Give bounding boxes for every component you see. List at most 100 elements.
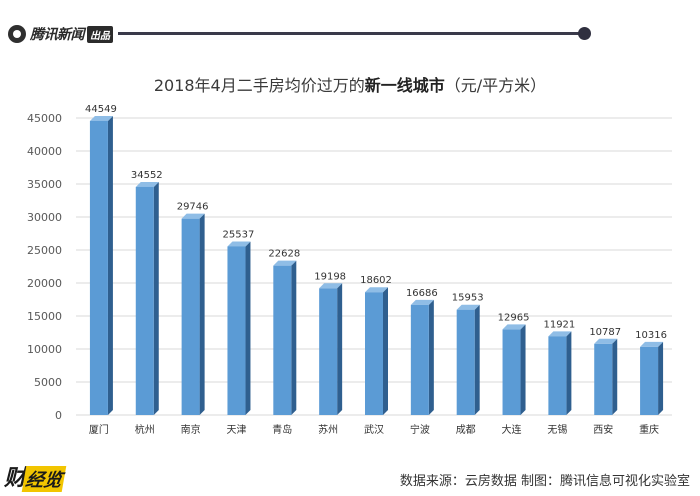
header: 腾讯新闻 出品 <box>0 0 700 64</box>
bar-value-label: 29746 <box>177 202 209 213</box>
bar-front <box>135 186 154 415</box>
bar-top <box>502 324 526 330</box>
bar-side <box>291 260 297 415</box>
bar-value-label: 22628 <box>268 249 300 260</box>
bar <box>410 299 434 415</box>
bar <box>181 213 205 415</box>
bar-top <box>640 341 664 347</box>
bar-top <box>456 304 480 310</box>
y-tick-label: 30000 <box>27 211 62 224</box>
footer-logo-accent: 经览 <box>21 466 67 492</box>
bar-front <box>181 218 200 415</box>
y-tick-label: 5000 <box>34 376 62 389</box>
bar-side <box>383 287 388 415</box>
tencent-news-logo-icon <box>8 25 26 43</box>
bar-top <box>89 115 113 121</box>
bar <box>640 341 664 415</box>
y-tick-label: 25000 <box>27 244 62 257</box>
bar <box>227 241 251 415</box>
bar-side <box>474 304 480 415</box>
bar-value-label: 16686 <box>406 288 438 299</box>
y-tick-label: 15000 <box>27 310 62 323</box>
bar <box>594 338 618 415</box>
bar-front <box>410 304 429 415</box>
y-tick-label: 45000 <box>27 112 62 125</box>
chart-title-suffix: （元/平方米） <box>444 76 547 95</box>
bar <box>273 260 297 415</box>
x-category-label: 青岛 <box>272 423 292 436</box>
bar-front <box>273 265 292 415</box>
bar-value-label: 18602 <box>360 275 392 286</box>
bar-value-label: 10787 <box>589 327 621 338</box>
x-category-label: 西安 <box>593 423 613 436</box>
grid-layer <box>76 117 672 416</box>
bar-top <box>135 181 159 187</box>
bar-front <box>227 246 246 415</box>
x-category-label: 武汉 <box>364 423 384 436</box>
bar-side <box>199 213 205 415</box>
x-category-label: 杭州 <box>135 423 155 436</box>
bar-top <box>273 260 297 266</box>
bar-top <box>181 213 205 219</box>
bars <box>89 115 664 416</box>
y-tick-label: 35000 <box>27 178 62 191</box>
footer-logo-main: 财 <box>4 466 27 491</box>
x-category-label: 厦门 <box>89 423 109 436</box>
y-tick-label: 40000 <box>27 145 62 158</box>
bar-front <box>319 288 338 415</box>
tencent-news-logo: 腾讯新闻 出品 <box>8 22 113 46</box>
bar-side <box>658 341 664 415</box>
bar-front <box>456 309 475 415</box>
bar-value-label: 44549 <box>85 104 117 115</box>
chart-title-bold: 新一线城市 <box>364 76 445 95</box>
bar-top <box>594 338 618 344</box>
x-category-label: 南京 <box>181 423 201 436</box>
x-category-label: 无锡 <box>547 423 567 436</box>
bar-side <box>612 338 618 415</box>
bar-top <box>410 299 434 305</box>
bar-front <box>89 120 108 416</box>
bar <box>548 331 572 415</box>
x-category-label: 大连 <box>502 423 522 436</box>
x-category-label: 成都 <box>456 424 476 436</box>
bar-front <box>640 346 659 415</box>
bar-value-label: 25537 <box>223 229 255 240</box>
y-tick-label: 10000 <box>27 343 62 356</box>
bar-value-label: 11921 <box>543 319 575 330</box>
caijinglan-logo: 财 经览 <box>4 460 67 492</box>
chart-title-prefix: 2018年4月二手房均价过万的 <box>153 76 365 95</box>
x-category-label: 天津 <box>226 424 246 436</box>
bar-chart: 0 5000 10000 15000 20000 25000 30000 35000 40000… <box>27 104 672 436</box>
bar-side <box>428 299 434 415</box>
bar-side <box>107 115 113 416</box>
bar-front <box>502 329 521 415</box>
x-category-label: 宁波 <box>410 423 430 436</box>
x-category-label: 重庆 <box>639 423 659 436</box>
bar-front <box>365 292 383 415</box>
bar-value-label: 12965 <box>498 312 530 323</box>
bar-value-label: 19198 <box>314 271 346 282</box>
bar-front <box>548 336 567 415</box>
bar-top <box>548 331 572 337</box>
bar-top <box>365 287 388 293</box>
bar <box>365 287 388 415</box>
logo-badge: 出品 <box>87 25 113 43</box>
bar-front <box>594 343 613 415</box>
bar <box>135 181 159 415</box>
bar-side <box>153 181 159 415</box>
header-divider-line <box>118 32 584 35</box>
header-divider-dot <box>578 27 591 40</box>
y-tick-label: 0 <box>55 409 62 422</box>
bar-side <box>520 324 526 415</box>
logo-text: 腾讯新闻 <box>30 27 85 43</box>
bar <box>89 115 113 416</box>
bar-top <box>227 241 251 247</box>
labels: 44549 厦门 34552 杭州 29746 南京 25537 天津 22628 青岛 19198… <box>85 104 667 436</box>
chart-title: 2018年4月二手房均价过万的新一线城市（元/平方米） <box>0 72 700 96</box>
data-source: 数据来源：云房数据 制图：腾讯信息可视化实验室 <box>399 474 690 489</box>
y-tick-label: 20000 <box>27 277 62 290</box>
bar-value-label: 10316 <box>635 330 667 341</box>
bar-value-label: 34552 <box>131 170 163 181</box>
bar-value-label: 15953 <box>452 293 484 304</box>
bar <box>456 304 480 415</box>
